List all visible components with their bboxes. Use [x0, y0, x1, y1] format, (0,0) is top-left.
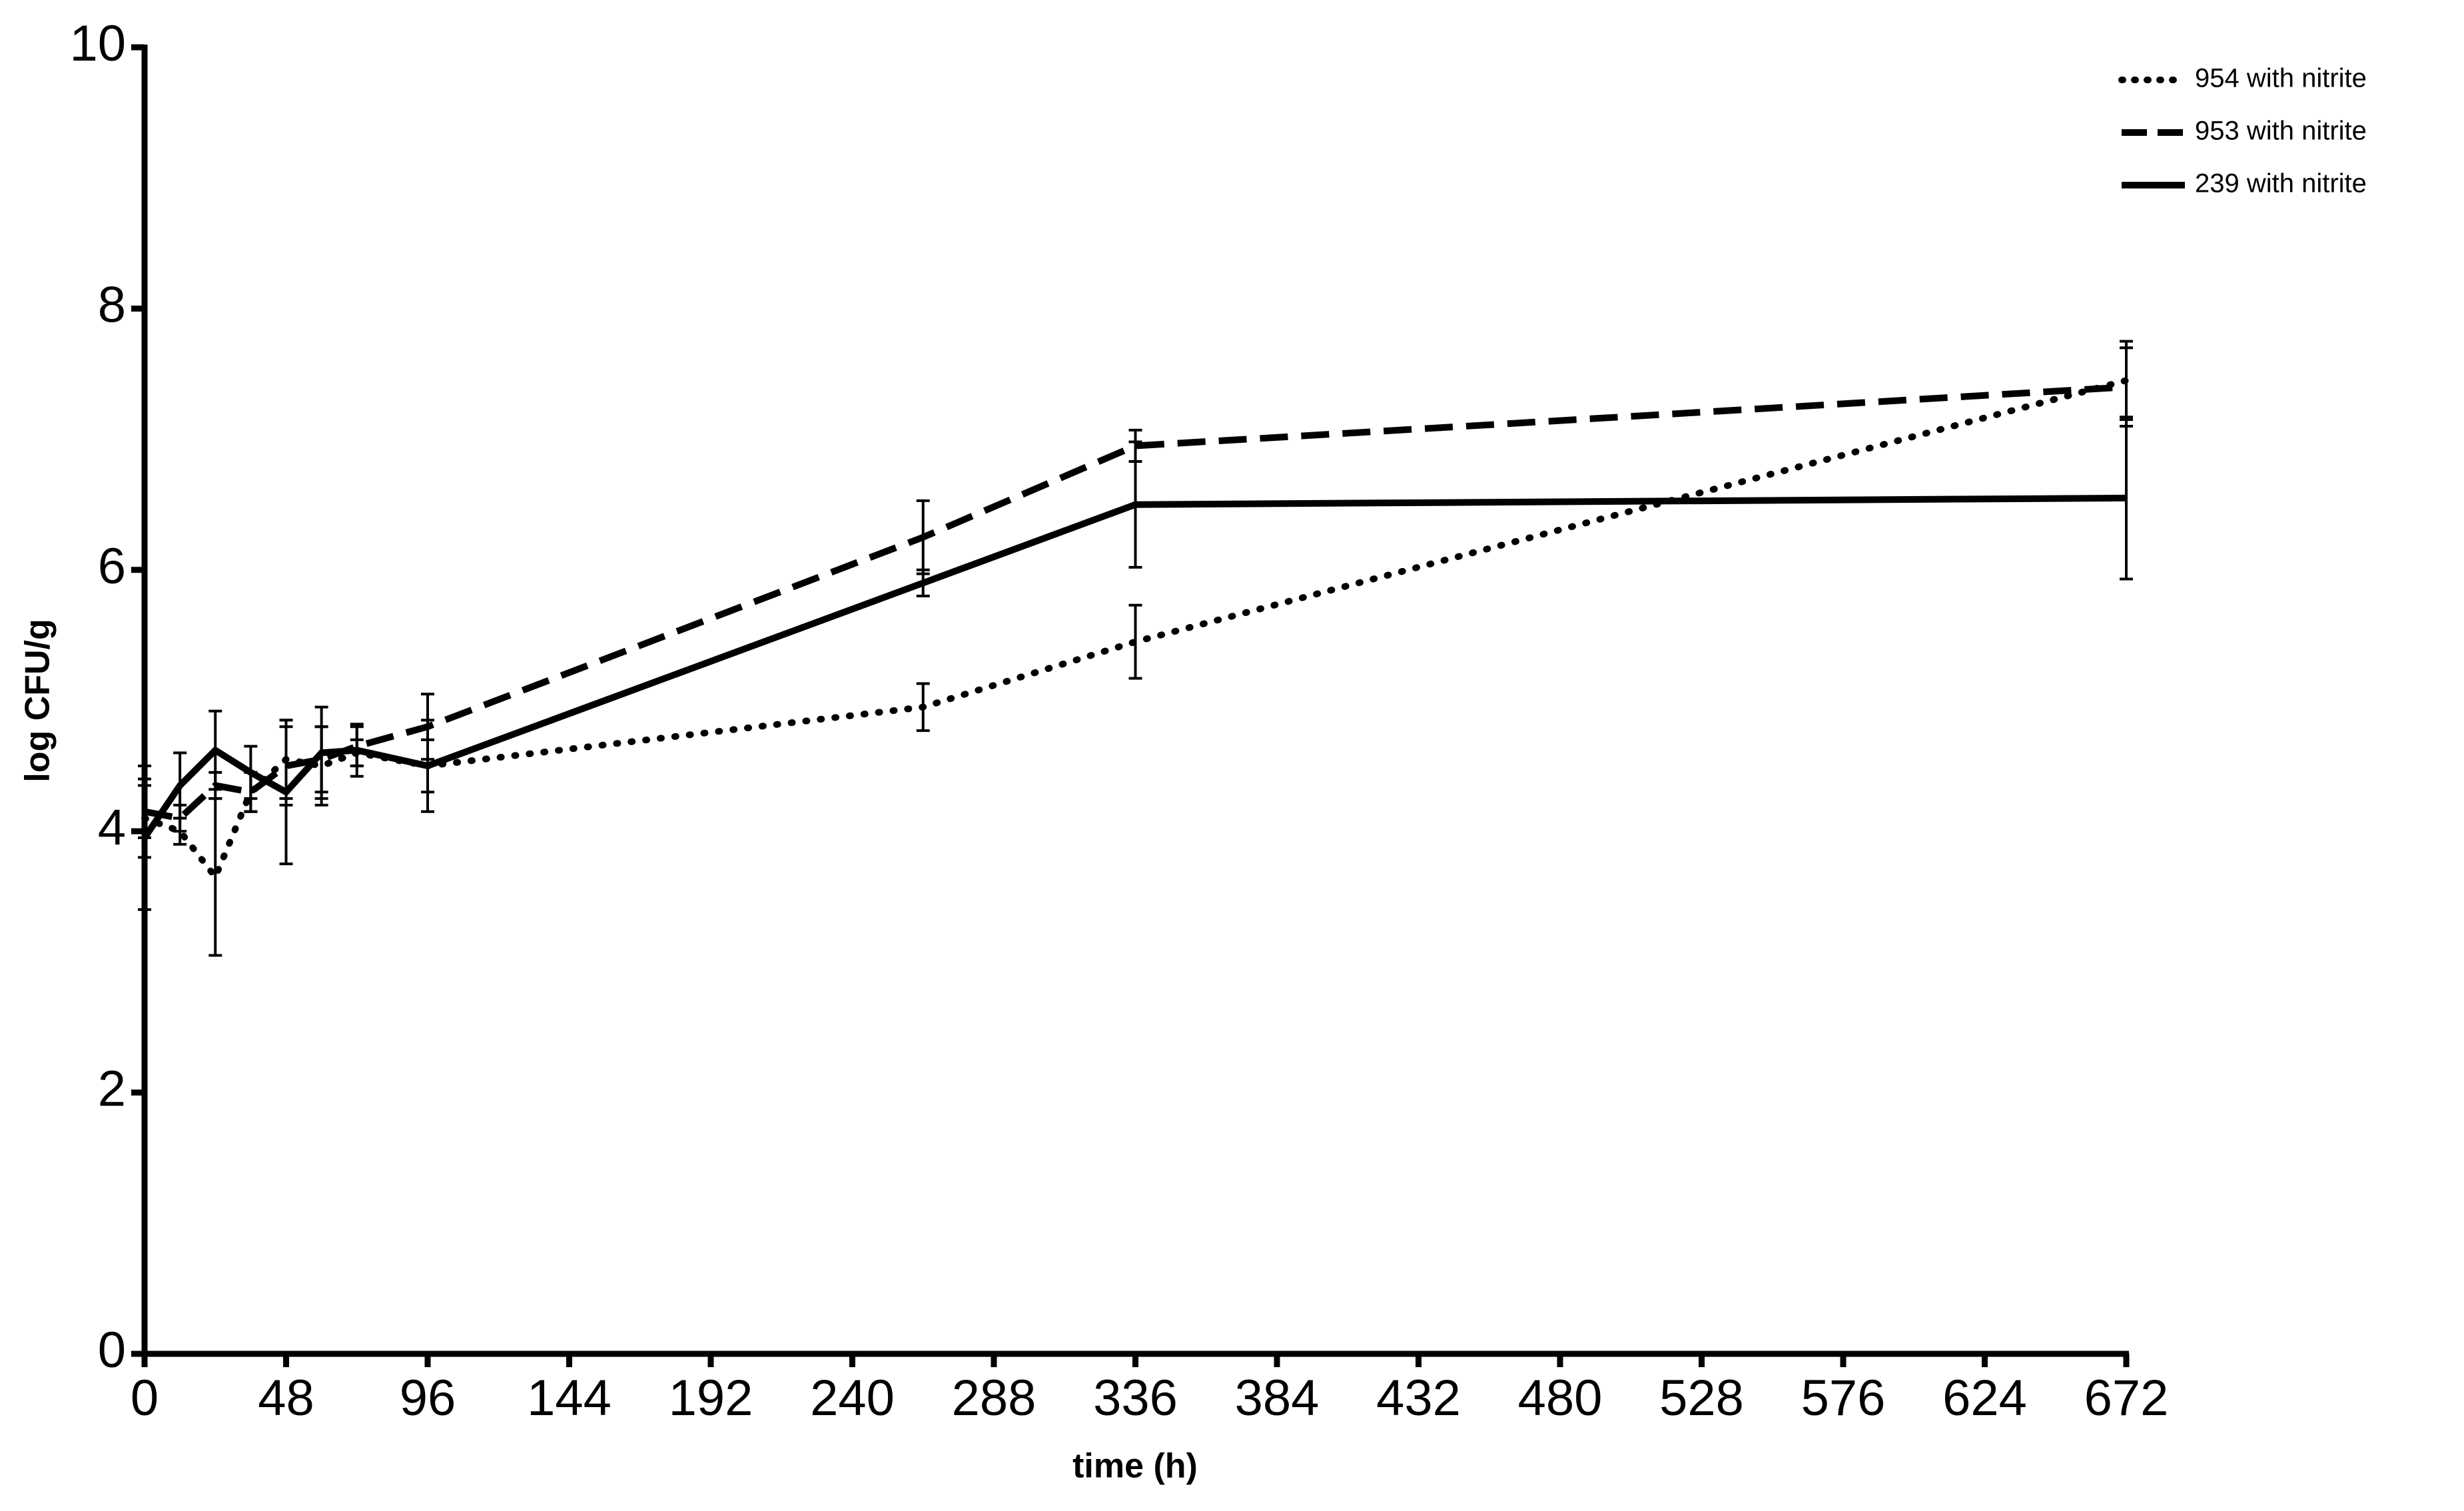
series-line [144, 384, 2127, 822]
x-tick-label: 96 [400, 1370, 456, 1426]
x-tick-label: 144 [527, 1370, 612, 1426]
x-tick-label: 528 [1659, 1370, 1744, 1426]
legend-label: 953 with nitrite [2195, 117, 2367, 146]
x-tick-label: 432 [1376, 1370, 1461, 1426]
x-tick-label: 48 [258, 1370, 314, 1426]
x-tick-label: 192 [669, 1370, 753, 1426]
x-tick-label: 672 [2084, 1370, 2169, 1426]
x-tick-label: 384 [1235, 1370, 1320, 1426]
legend-label: 239 with nitrite [2195, 169, 2367, 198]
y-tick-label: 0 [98, 1322, 126, 1378]
error-bar [208, 797, 222, 957]
legend-label: 954 with nitrite [2195, 64, 2367, 93]
x-tick-label: 240 [810, 1370, 895, 1426]
y-tick-label: 8 [98, 276, 126, 333]
x-tick-label: 288 [952, 1370, 1036, 1426]
series-line [141, 494, 2127, 840]
x-tick-label: 624 [1942, 1370, 2027, 1426]
y-tick-label: 2 [98, 1061, 126, 1117]
y-tick-label: 6 [98, 538, 126, 595]
x-tick-label: 480 [1518, 1370, 1603, 1426]
y-tick-label: 4 [98, 799, 126, 856]
x-tick-label: 336 [1093, 1370, 1178, 1426]
x-tick-label: 576 [1801, 1370, 1886, 1426]
x-tick-label: 0 [131, 1370, 159, 1426]
y-tick-label: 10 [69, 15, 126, 72]
y-axis-title: log CFU/g [19, 619, 57, 782]
x-axis-title: time (h) [1072, 1447, 1198, 1486]
series-line [141, 377, 2130, 884]
